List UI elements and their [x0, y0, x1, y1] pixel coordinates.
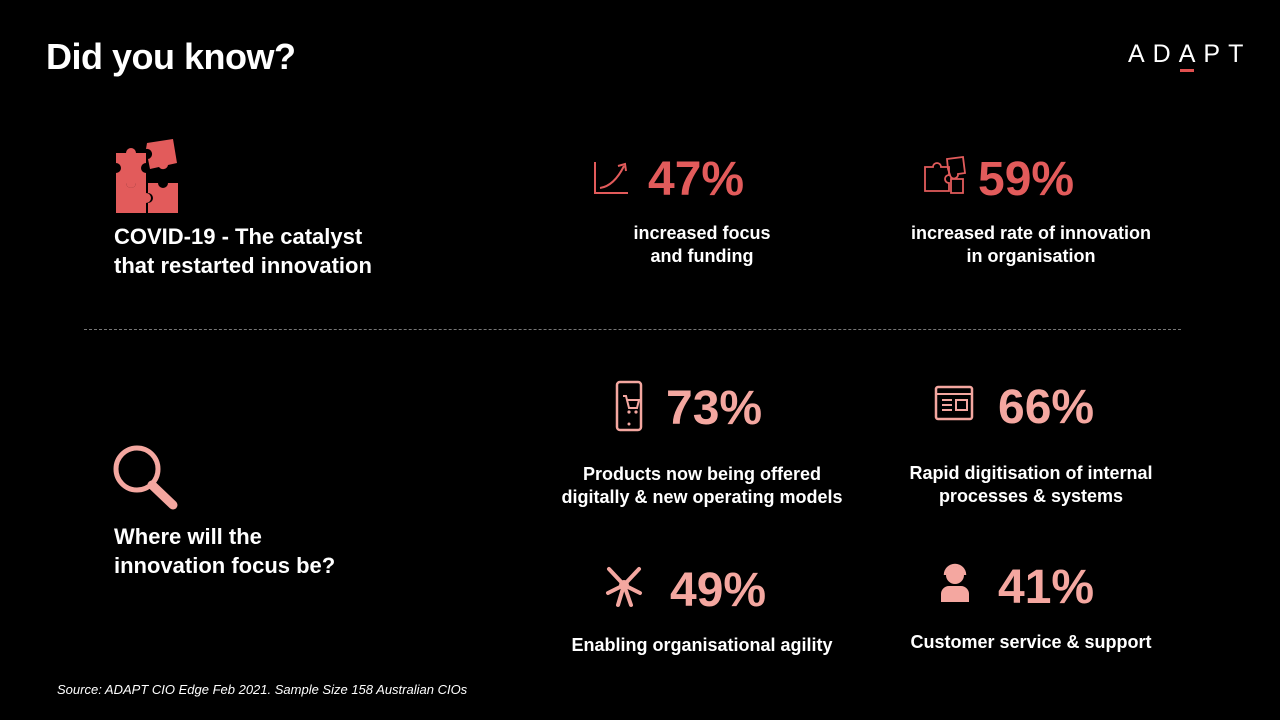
stat-41: 41% [998, 561, 1095, 614]
puzzle-pieces-icon [116, 139, 178, 213]
stat-47-description: increased focus and funding [633, 223, 771, 266]
headset-agent-icon [941, 563, 969, 602]
section1-heading: COVID-19 - The catalyst that restarted i… [114, 224, 372, 278]
trend-chart-icon [594, 162, 628, 194]
puzzle-icon [924, 155, 967, 194]
mobile-cart-icon [615, 380, 643, 432]
stat-49-description: Enabling organisational agility [571, 635, 833, 655]
stat-59-description: increased rate of innovation in organisa… [910, 223, 1152, 266]
stat-73: 73% [666, 382, 763, 435]
stat-47: 47% [648, 153, 745, 206]
magnifier-icon [113, 445, 178, 510]
stat-41-description: Customer service & support [910, 632, 1152, 652]
stat-66: 66% [998, 381, 1095, 434]
stat-73-description: Products now being offered digitally & n… [561, 464, 843, 507]
stat-59: 59% [978, 153, 1075, 206]
section-divider [84, 329, 1181, 330]
arrows-converge-icon [606, 567, 642, 607]
page-title: Did you know? [46, 36, 296, 77]
stat-49: 49% [670, 564, 767, 617]
source-note: Source: ADAPT CIO Edge Feb 2021. Sample … [57, 682, 468, 697]
section2-heading: Where will the innovation focus be? [114, 524, 336, 578]
stat-66-description: Rapid digitisation of internal processes… [909, 463, 1153, 506]
adapt-logo: ADAPT [1128, 40, 1252, 72]
browser-window-icon [934, 385, 974, 421]
